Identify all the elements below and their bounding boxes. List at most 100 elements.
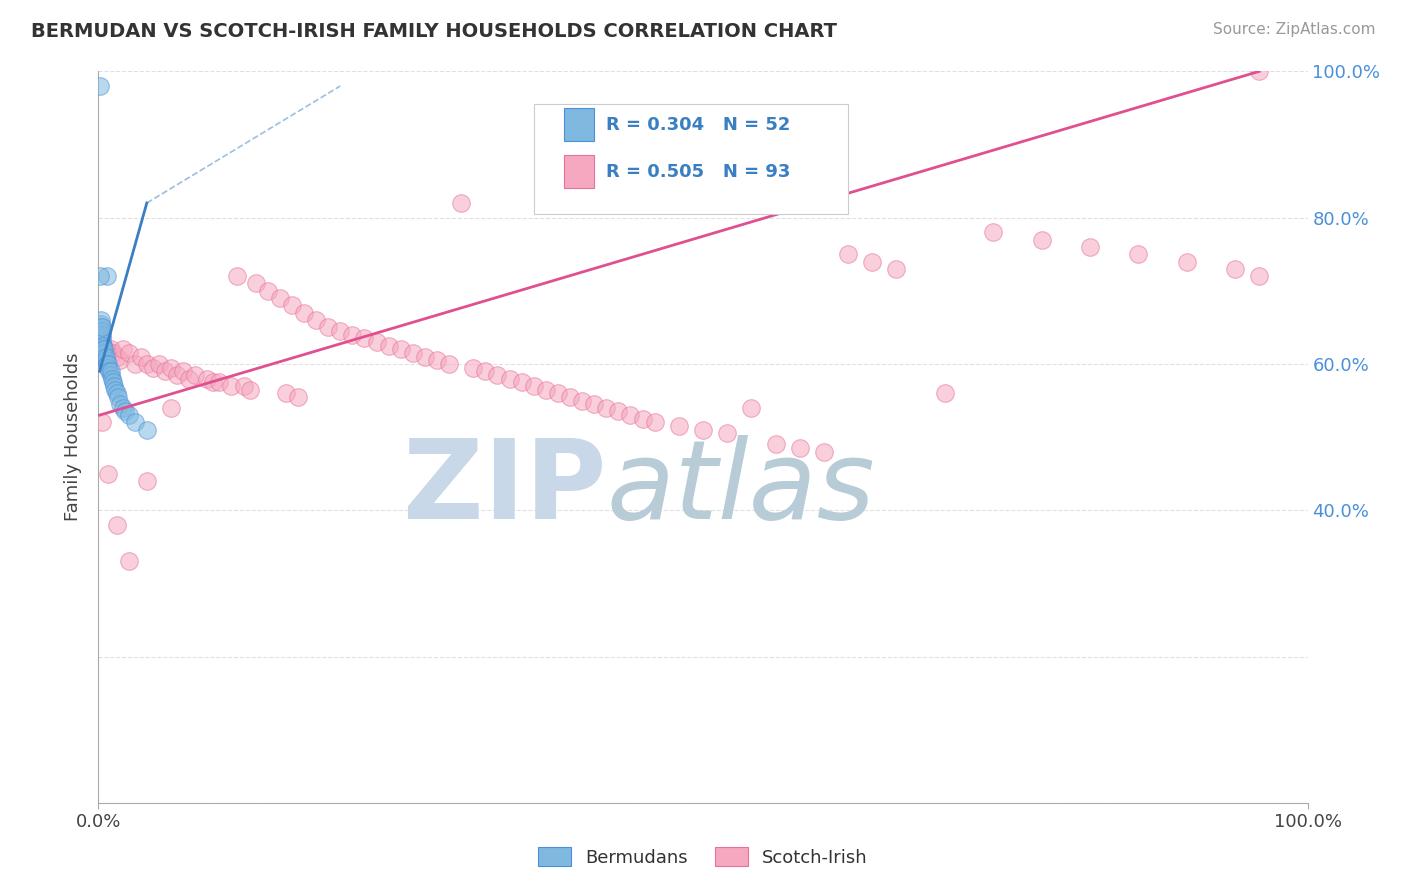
- Point: [226, 269, 249, 284]
- Point: [166, 368, 188, 382]
- Point: [860, 254, 883, 268]
- Point: [89, 334, 111, 349]
- Point: [837, 247, 859, 261]
- Point: [105, 517, 128, 532]
- Point: [93, 350, 115, 364]
- Point: [105, 350, 128, 364]
- Point: [619, 408, 641, 422]
- Point: [316, 320, 339, 334]
- Point: [118, 346, 141, 360]
- Point: [287, 390, 309, 404]
- Point: [981, 225, 1004, 239]
- Point: [202, 376, 225, 390]
- Point: [534, 383, 557, 397]
- Point: [91, 327, 114, 342]
- Point: [91, 320, 114, 334]
- Point: [329, 324, 352, 338]
- Point: [90, 334, 112, 349]
- Point: [90, 331, 112, 345]
- Point: [245, 277, 267, 291]
- Point: [103, 379, 125, 393]
- Point: [292, 306, 315, 320]
- Point: [97, 467, 120, 481]
- Point: [96, 269, 118, 284]
- Point: [437, 357, 460, 371]
- Point: [450, 196, 472, 211]
- Point: [91, 343, 114, 357]
- Point: [89, 327, 111, 342]
- Point: [547, 386, 569, 401]
- Point: [179, 371, 201, 385]
- Point: [366, 334, 388, 349]
- Point: [148, 357, 170, 371]
- Point: [94, 350, 117, 364]
- Point: [813, 444, 835, 458]
- Point: [668, 419, 690, 434]
- Point: [97, 346, 120, 360]
- Point: [93, 343, 115, 357]
- Point: [208, 376, 231, 390]
- Point: [89, 331, 111, 345]
- Point: [100, 371, 122, 385]
- Point: [160, 401, 183, 415]
- Point: [107, 390, 129, 404]
- Point: [135, 474, 157, 488]
- Point: [172, 364, 194, 378]
- Point: [93, 346, 115, 360]
- Point: [90, 313, 112, 327]
- Point: [91, 346, 114, 360]
- Point: [90, 317, 112, 331]
- Point: [98, 364, 121, 378]
- Point: [1128, 247, 1150, 261]
- Text: ZIP: ZIP: [404, 434, 606, 541]
- Point: [765, 437, 787, 451]
- Point: [232, 379, 254, 393]
- Point: [934, 386, 956, 401]
- Point: [89, 334, 111, 349]
- Point: [91, 338, 114, 352]
- Point: [96, 357, 118, 371]
- Point: [184, 368, 207, 382]
- Point: [305, 313, 328, 327]
- Text: atlas: atlas: [606, 434, 875, 541]
- Point: [89, 269, 111, 284]
- Point: [377, 338, 399, 352]
- Point: [94, 353, 117, 368]
- Point: [463, 360, 485, 375]
- FancyBboxPatch shape: [564, 108, 595, 141]
- Text: R = 0.505   N = 93: R = 0.505 N = 93: [606, 163, 790, 181]
- Point: [631, 412, 654, 426]
- Point: [595, 401, 617, 415]
- Point: [101, 346, 124, 360]
- Point: [789, 441, 811, 455]
- Point: [97, 360, 120, 375]
- Point: [1031, 233, 1053, 247]
- Point: [281, 298, 304, 312]
- Point: [90, 343, 112, 357]
- Point: [89, 338, 111, 352]
- Point: [221, 379, 243, 393]
- Point: [94, 343, 117, 357]
- Point: [426, 353, 449, 368]
- Point: [91, 346, 114, 360]
- Point: [90, 324, 112, 338]
- Point: [91, 331, 114, 345]
- Point: [108, 397, 131, 411]
- Point: [195, 371, 218, 385]
- Point: [89, 343, 111, 357]
- Point: [91, 324, 114, 338]
- Text: Source: ZipAtlas.com: Source: ZipAtlas.com: [1212, 22, 1375, 37]
- Text: BERMUDAN VS SCOTCH-IRISH FAMILY HOUSEHOLDS CORRELATION CHART: BERMUDAN VS SCOTCH-IRISH FAMILY HOUSEHOL…: [31, 22, 837, 41]
- Point: [389, 343, 412, 357]
- Point: [523, 379, 546, 393]
- Point: [104, 383, 127, 397]
- Point: [153, 364, 176, 378]
- Point: [1223, 261, 1246, 276]
- Point: [644, 416, 666, 430]
- Point: [93, 346, 115, 360]
- Point: [114, 404, 136, 418]
- Point: [274, 386, 297, 401]
- Point: [90, 338, 112, 352]
- FancyBboxPatch shape: [564, 155, 595, 188]
- Point: [886, 261, 908, 276]
